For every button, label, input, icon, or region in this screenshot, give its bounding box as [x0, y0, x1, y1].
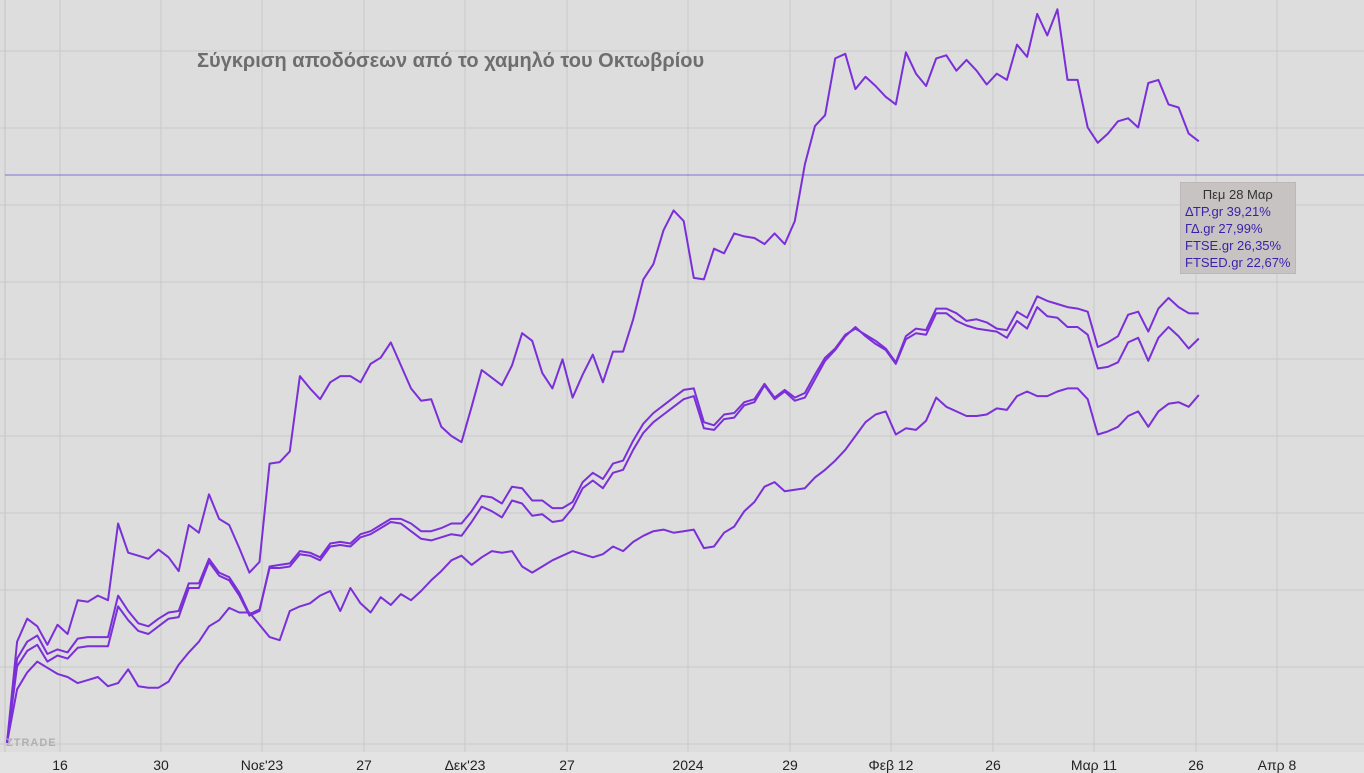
- x-tick-label: 2024: [672, 757, 704, 773]
- x-tick-label: 27: [559, 757, 575, 773]
- ztrade-watermark-logo: ZTRADE: [6, 737, 57, 749]
- series-line-0: [6, 8, 1200, 744]
- x-tick-label: 16: [52, 757, 68, 773]
- tooltip-date: Πεμ 28 Μαρ: [1202, 187, 1273, 202]
- x-tick-label: Απρ 8: [1257, 757, 1297, 773]
- series-line-1: [6, 295, 1199, 744]
- x-tick-label: 26: [985, 757, 1001, 773]
- x-tick-label: Μαρ 11: [1070, 757, 1118, 773]
- x-tick-label: 26: [1188, 757, 1204, 773]
- tooltip-row-ftse: FTSE.gr 26,35%: [1185, 238, 1282, 253]
- tooltip-row-gd: ΓΔ.gr 27,99%: [1185, 221, 1263, 236]
- x-tick-label: 27: [356, 757, 372, 773]
- chart-title: Σύγκριση αποδόσεων από το χαμηλό του Οκτ…: [197, 50, 705, 72]
- x-tick-label: Δεκ'23: [444, 757, 486, 773]
- tooltip-row-ftsed: FTSED.gr 22,67%: [1185, 255, 1291, 270]
- series-line-2: [6, 306, 1200, 744]
- crosshair-tooltip: Πεμ 28 Μαρ ΔΤΡ.gr 39,21% ΓΔ.gr 27,99% FT…: [1180, 182, 1296, 274]
- grid-layer: [0, 0, 1364, 752]
- x-tick-label: Νοε'23: [240, 757, 284, 773]
- series-line-3: [6, 387, 1200, 744]
- series-layer: [6, 8, 1200, 744]
- x-axis-strip: [0, 752, 1364, 773]
- tooltip-row-dtr: ΔΤΡ.gr 39,21%: [1185, 204, 1271, 219]
- x-tick-label: 29: [782, 757, 798, 773]
- x-tick-label: Φεβ 12: [868, 757, 914, 773]
- x-tick-label: 30: [153, 757, 169, 773]
